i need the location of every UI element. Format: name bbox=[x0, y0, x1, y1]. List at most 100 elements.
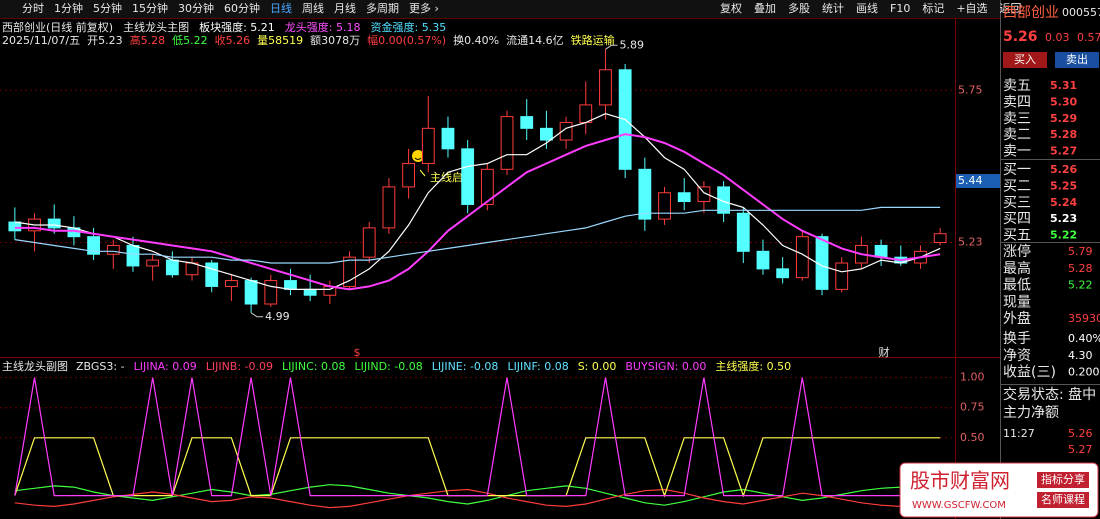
period-tab[interactable]: 分时 bbox=[22, 2, 44, 15]
stat-value: 0.40% bbox=[1068, 332, 1100, 345]
tag-bg bbox=[1037, 472, 1089, 488]
book-price: 5.28 bbox=[1050, 128, 1077, 141]
sell-button[interactable] bbox=[1055, 52, 1099, 68]
period-tab[interactable]: 60分钟 bbox=[224, 1, 260, 15]
legend-item: ZBGS3: - bbox=[76, 360, 125, 373]
tool-button[interactable]: F10 bbox=[890, 2, 910, 15]
tool-button[interactable]: 多股 bbox=[788, 1, 810, 15]
book-price: 5.26 bbox=[1050, 163, 1077, 176]
candle-body bbox=[343, 256, 356, 287]
candle-body bbox=[126, 244, 140, 267]
toolbar bbox=[0, 0, 1000, 18]
tool-button[interactable]: +自选 bbox=[956, 2, 987, 15]
stock-name: 西部创业 bbox=[1003, 5, 1059, 21]
low-label: 4.99 bbox=[265, 310, 290, 323]
candle-body bbox=[540, 127, 553, 141]
stat-value: 5.22 bbox=[1068, 279, 1093, 292]
book-price: 5.29 bbox=[1050, 112, 1077, 125]
candle-body bbox=[461, 148, 475, 205]
watermark-tag[interactable]: 指标分享 bbox=[1041, 472, 1085, 486]
period-tab[interactable]: 月线 bbox=[334, 1, 356, 15]
book-label: 买一 bbox=[1003, 162, 1031, 178]
watermark-tag[interactable]: 名师课程 bbox=[1041, 492, 1085, 506]
candle-body bbox=[717, 186, 730, 214]
period-tab[interactable]: 15分钟 bbox=[132, 1, 168, 15]
candle-body bbox=[244, 280, 258, 305]
tool-button[interactable]: 叠加 bbox=[754, 2, 776, 15]
y-tick-label: 0.50 bbox=[960, 431, 985, 444]
candle-body bbox=[146, 259, 160, 267]
candle-body bbox=[284, 280, 297, 290]
buy-button[interactable] bbox=[1003, 52, 1047, 68]
book-label: 卖三 bbox=[1003, 111, 1031, 127]
book-label: 买三 bbox=[1003, 195, 1031, 211]
book-label: 卖一 bbox=[1003, 144, 1031, 160]
candle-body bbox=[47, 218, 61, 229]
tick-time: 11:27 bbox=[1003, 427, 1035, 440]
watermark-site: 股市财富网 bbox=[910, 469, 1010, 493]
period-tab[interactable]: 1分钟 bbox=[54, 1, 83, 15]
buy-label[interactable]: 买入 bbox=[1014, 53, 1036, 66]
tick-price: 5.27 bbox=[1068, 443, 1093, 456]
period-tab[interactable]: 更多 › bbox=[409, 1, 439, 15]
candle-body bbox=[579, 104, 593, 123]
book-price: 5.24 bbox=[1050, 196, 1077, 209]
tool-button[interactable]: 标记 bbox=[922, 1, 944, 15]
stat-label: 外盘 bbox=[1003, 310, 1031, 327]
tool-button[interactable]: 返回 bbox=[1000, 2, 1022, 15]
candle-body bbox=[402, 162, 415, 188]
book-label: 卖四 bbox=[1003, 94, 1031, 110]
period-tab[interactable]: 多周期 bbox=[366, 1, 399, 15]
candle-body bbox=[362, 227, 376, 258]
tool-button[interactable]: 画线 bbox=[856, 1, 878, 15]
candle-body bbox=[421, 127, 435, 164]
y-tick-label: 0.75 bbox=[960, 401, 985, 414]
stat-label: 最低 bbox=[1003, 278, 1031, 294]
y-tick-label: 5.23 bbox=[958, 236, 983, 249]
book-label: 买四 bbox=[1003, 211, 1031, 227]
tool-button[interactable]: 复权 bbox=[720, 1, 742, 15]
y-tick-label: 1.00 bbox=[960, 371, 985, 384]
info-item: 开5.23 bbox=[87, 34, 123, 47]
period-tab[interactable]: 周线 bbox=[302, 1, 324, 15]
candle-body bbox=[933, 233, 947, 244]
book-price: 5.23 bbox=[1050, 212, 1077, 225]
stat-label: 收益(三) bbox=[1003, 365, 1056, 381]
price-marker-label: 5.44 bbox=[958, 174, 983, 187]
info-item: 幅0.00(0.57%) bbox=[367, 34, 446, 47]
y-tick-label: 5.75 bbox=[958, 83, 983, 96]
legend-item: LIJINA: 0.09 bbox=[134, 360, 197, 373]
candle-body bbox=[559, 121, 573, 141]
book-label: 卖二 bbox=[1003, 127, 1031, 143]
legend-item: 主线强度: 0.50 bbox=[715, 359, 791, 373]
period-tab[interactable]: 30分钟 bbox=[178, 1, 214, 15]
tag-bg bbox=[1037, 492, 1089, 508]
annotation: 财 bbox=[879, 345, 890, 359]
candle-body bbox=[835, 262, 849, 290]
smiley-mouth bbox=[414, 157, 422, 160]
tool-button[interactable]: 统计 bbox=[822, 2, 844, 15]
series-line bbox=[14, 488, 941, 509]
stat-label: 最高 bbox=[1003, 260, 1031, 277]
stat-label: 现量 bbox=[1003, 294, 1031, 310]
price: 5.26 bbox=[1003, 29, 1038, 45]
candle-body bbox=[480, 168, 494, 205]
extreme-pointer bbox=[250, 312, 264, 318]
legend-item: LIJINE: -0.08 bbox=[432, 360, 499, 373]
book-price: 5.31 bbox=[1050, 79, 1077, 92]
stat-value: 5.79 bbox=[1068, 245, 1093, 258]
period-tab[interactable]: 日线 bbox=[270, 1, 292, 15]
series-line bbox=[14, 133, 941, 291]
candle-body bbox=[697, 186, 711, 203]
series-line bbox=[14, 377, 941, 497]
stat-label: 换手 bbox=[1003, 330, 1031, 347]
extreme-pointer bbox=[605, 44, 618, 50]
period-tab[interactable]: 5分钟 bbox=[93, 1, 122, 15]
sell-label[interactable]: 卖出 bbox=[1066, 52, 1088, 66]
annotation-arrow bbox=[419, 169, 426, 177]
candle-body bbox=[264, 280, 278, 305]
legend-item: LIJIND: -0.08 bbox=[354, 360, 422, 373]
candle-body bbox=[500, 116, 514, 170]
main-flow[interactable]: 主力净额 bbox=[1003, 405, 1059, 421]
book-price: 5.30 bbox=[1050, 95, 1077, 108]
